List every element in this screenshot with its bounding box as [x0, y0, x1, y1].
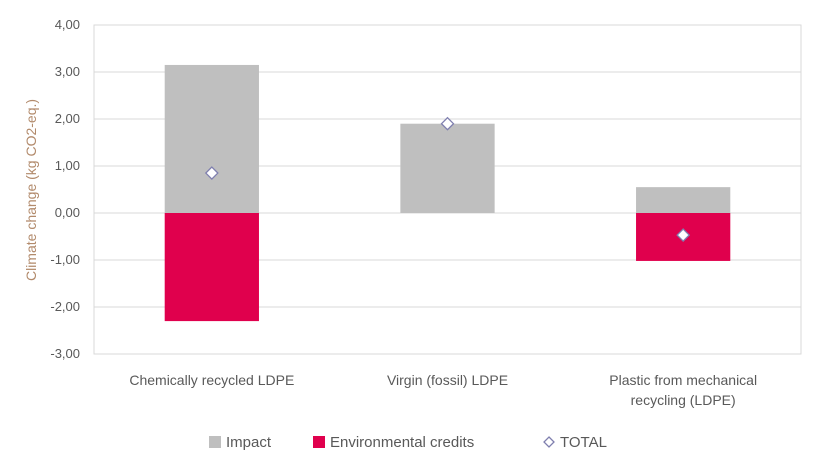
total-marker — [440, 116, 455, 131]
y-tick-label: -2,00 — [50, 299, 80, 314]
category-label: recycling (LDPE) — [631, 392, 736, 408]
bar-impact — [400, 123, 495, 213]
legend-swatch — [209, 436, 221, 448]
y-tick-labels: 4,00 3,00 2,00 1,00 0,00 -1,00 -2,00 -3,00 — [50, 17, 80, 361]
y-tick-label: 0,00 — [55, 205, 80, 220]
bar-impact — [164, 64, 259, 213]
bar-impact — [636, 187, 731, 213]
plot-frame — [93, 24, 802, 355]
legend-swatch-total — [543, 436, 555, 448]
total-marker — [676, 228, 691, 243]
y-axis-title: Climate change (kg CO2-eq.) — [23, 99, 39, 281]
y-tick-label: 3,00 — [55, 64, 80, 79]
bars — [164, 64, 731, 322]
y-tick-label: -3,00 — [50, 346, 80, 361]
y-tick-label: 2,00 — [55, 111, 80, 126]
category-labels: Chemically recycled LDPE Virgin (fossil) … — [129, 372, 757, 408]
category-label: Plastic from mechanical — [609, 372, 757, 388]
y-tick-label: 4,00 — [55, 17, 80, 32]
y-tick-label: -1,00 — [50, 252, 80, 267]
bar-environmental-credits — [164, 213, 259, 322]
category-label: Chemically recycled LDPE — [129, 372, 294, 388]
legend-label: Impact — [226, 434, 272, 451]
legend-label: Environmental credits — [330, 434, 474, 451]
legend-label: TOTAL — [560, 434, 607, 451]
category-label: Virgin (fossil) LDPE — [387, 372, 508, 388]
total-marker — [204, 166, 219, 180]
y-tick-label: 1,00 — [55, 158, 80, 173]
legend-swatch — [313, 436, 325, 448]
legend: Impact Environmental credits TOTAL — [209, 434, 607, 451]
total-markers — [204, 116, 691, 243]
